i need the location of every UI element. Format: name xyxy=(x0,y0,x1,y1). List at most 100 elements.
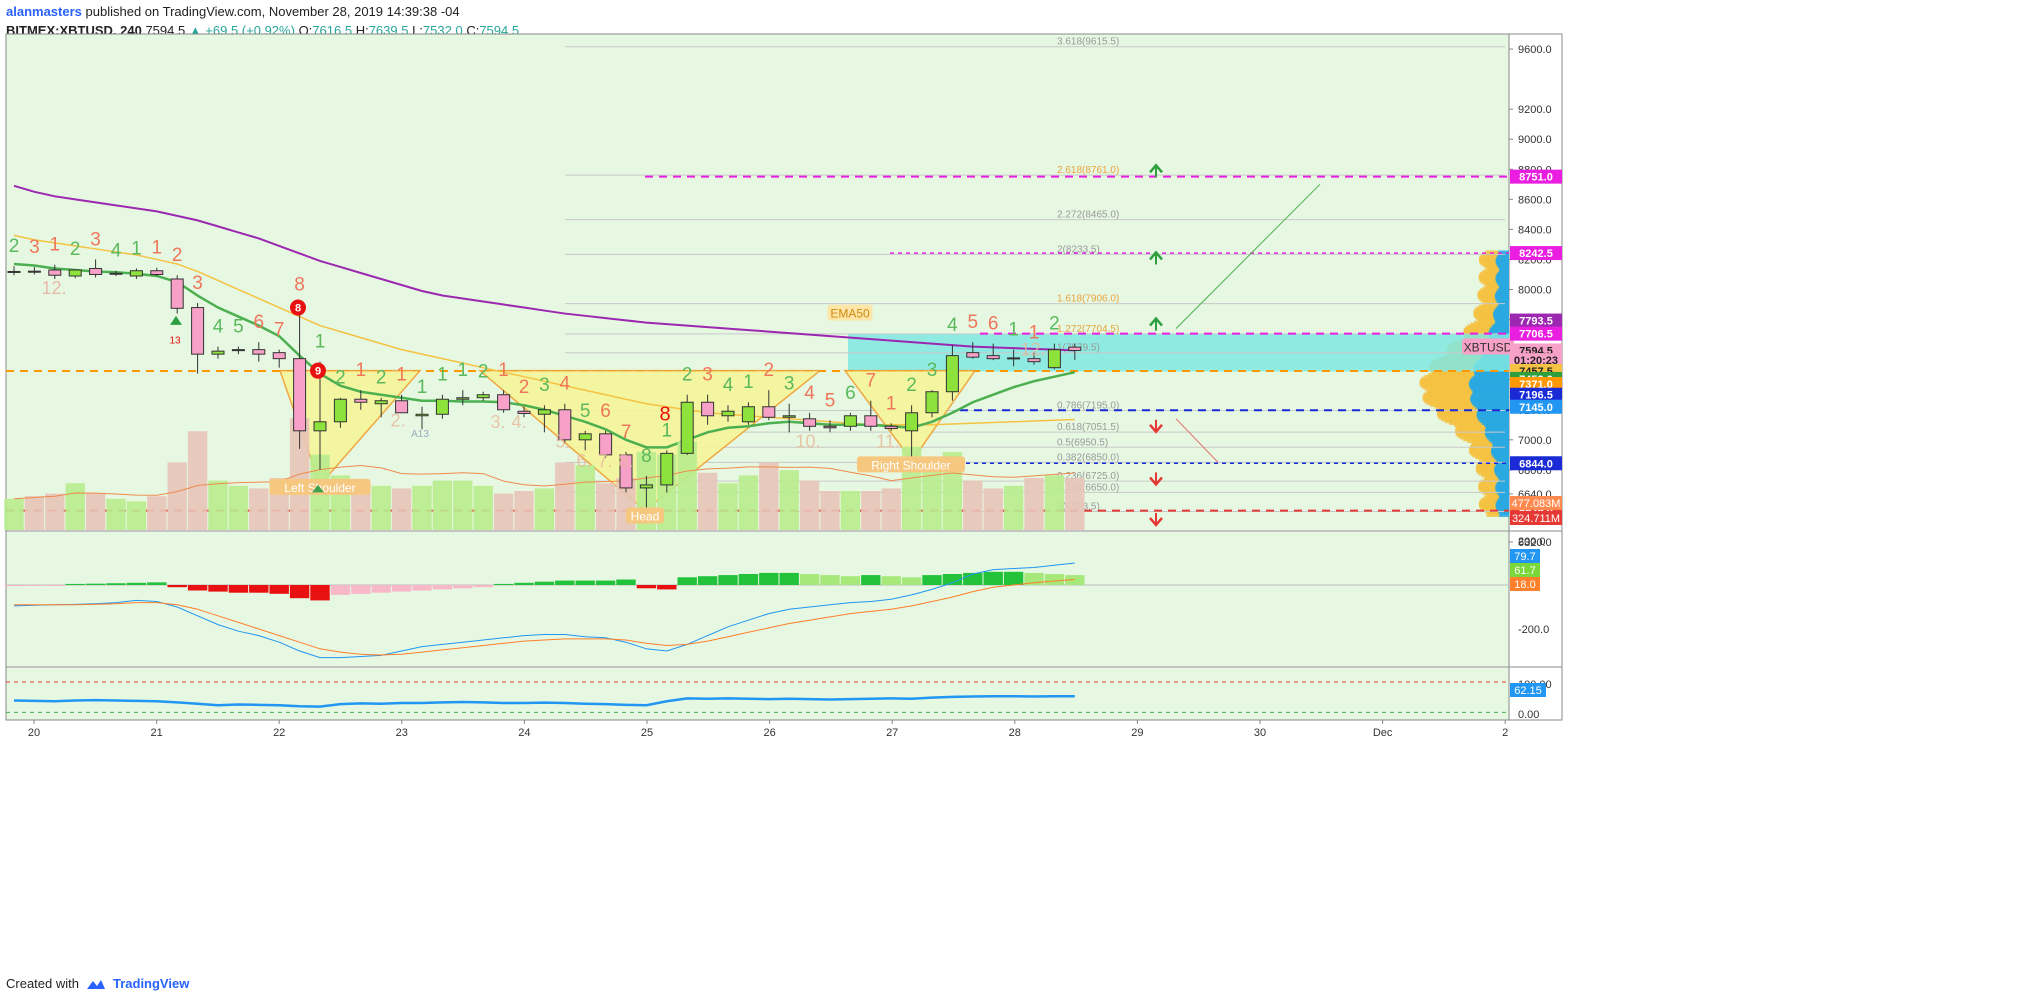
publisher-row: alanmasters published on TradingView.com… xyxy=(6,2,519,21)
candle-body xyxy=(191,307,205,355)
candle xyxy=(129,268,143,279)
td-count-label: 3 xyxy=(29,237,40,258)
volume-bar xyxy=(106,498,126,530)
macd-value-tag-text: 61.7 xyxy=(1514,565,1535,577)
time-tick-label: 22 xyxy=(273,727,285,739)
macd-value-tag-bg xyxy=(1510,563,1540,577)
candle xyxy=(109,270,123,276)
time-tick-label: 21 xyxy=(150,727,162,739)
candle-body xyxy=(905,412,919,432)
volume-bar xyxy=(922,457,942,530)
price-tick-label: 9000.0 xyxy=(1518,134,1552,146)
candle-body xyxy=(701,401,715,417)
candle-body xyxy=(170,278,184,309)
price-tag-bg xyxy=(1510,326,1562,341)
down-arrow-icon-head xyxy=(1149,423,1163,434)
td-count-label: 5 xyxy=(580,401,591,422)
candle xyxy=(578,430,592,451)
td-count-label: 2 xyxy=(335,368,346,389)
candle xyxy=(782,403,796,433)
price-tag-text: 7145.0 xyxy=(1519,402,1553,414)
volume-bar xyxy=(187,431,208,530)
td-count-faded: 5. xyxy=(555,431,570,451)
macd-histogram-bar xyxy=(187,585,208,591)
td-count-label: 3 xyxy=(90,229,101,250)
candle xyxy=(741,402,755,425)
volume-bar xyxy=(963,480,983,530)
td-count-faded: 7. xyxy=(597,451,612,471)
volume-bar xyxy=(820,491,840,530)
candle xyxy=(762,390,776,421)
down-arrow-icon xyxy=(1149,419,1163,434)
rsi-value-tag-bg xyxy=(1510,683,1546,697)
volume-bar xyxy=(1065,478,1085,530)
td-count-label: 6 xyxy=(600,401,611,422)
price-tag: 7706.5 xyxy=(1510,326,1562,341)
macd-histogram-bar xyxy=(391,585,412,592)
fib-level-label: 0.236(6725.0) xyxy=(1057,471,1119,482)
macd-signal-line xyxy=(14,579,1075,656)
rsi-value-tag-text: 62.15 xyxy=(1514,685,1542,697)
macd-histogram-bar xyxy=(45,585,65,586)
td-count-label: 6 xyxy=(988,314,999,335)
head-label-bg xyxy=(626,507,664,524)
candle-body xyxy=(68,269,82,277)
candle xyxy=(721,405,735,422)
td-count-label: 5 xyxy=(968,312,979,333)
candle-body xyxy=(7,270,21,273)
volume-bar xyxy=(453,480,473,530)
price-tick-label: 9200.0 xyxy=(1518,104,1552,116)
candle-body xyxy=(537,409,551,415)
td-count-label: 2 xyxy=(478,362,489,383)
macd-histogram-bar xyxy=(269,585,289,594)
candle xyxy=(27,266,41,275)
candle xyxy=(558,403,572,443)
candle-body xyxy=(741,406,755,423)
a13-label: A13 xyxy=(411,429,429,440)
td-count-label: 1 xyxy=(662,420,673,441)
volume-bar xyxy=(147,496,167,530)
candle-body xyxy=(252,349,266,355)
macd-histogram-bar xyxy=(106,583,126,585)
down-arrow-icon-head xyxy=(1149,476,1163,487)
macd-histogram-bar xyxy=(351,585,371,594)
td-count-label: 5 xyxy=(233,317,244,338)
candle xyxy=(701,394,715,425)
macd-histogram-bar xyxy=(799,574,820,585)
candle xyxy=(823,420,837,433)
volume-bar xyxy=(4,498,24,530)
tradingview-link[interactable]: TradingView xyxy=(112,976,190,991)
published-text: published on TradingView.com, November 2… xyxy=(85,4,460,19)
macd-histogram-bar xyxy=(555,580,575,585)
candle xyxy=(354,390,368,410)
candle xyxy=(252,342,266,362)
fib-level-label: 2.618(8761.0) xyxy=(1057,165,1119,176)
td-count-label: 1 xyxy=(152,238,163,259)
volume-bar xyxy=(167,462,187,530)
candle-body xyxy=(395,400,409,414)
time-tick-label: 23 xyxy=(396,727,408,739)
td-count-label: 1 xyxy=(131,238,142,259)
macd-histogram-bar xyxy=(820,575,840,585)
rsi-pane xyxy=(6,668,1509,720)
candle-body xyxy=(435,398,449,415)
up-arrow-icon xyxy=(1149,250,1163,265)
price-tag: 7196.5 xyxy=(1510,387,1562,402)
author-link[interactable]: alanmasters xyxy=(6,4,82,19)
candle xyxy=(1068,343,1082,360)
rsi-value-tag: 62.15 xyxy=(1510,683,1546,697)
macd-value-tag-bg xyxy=(1510,577,1540,591)
price-tag: 7793.5 xyxy=(1510,313,1562,328)
candle xyxy=(680,394,694,455)
volume-tag-text: 324.711M xyxy=(1512,513,1560,525)
price-tag-bg xyxy=(1510,313,1562,328)
td-count-faded: 3. xyxy=(490,412,505,432)
td-count-label: 8 xyxy=(294,275,305,296)
price-tag-bg xyxy=(1510,456,1562,471)
candle-body xyxy=(925,391,939,414)
td-count-label: 8 xyxy=(641,446,652,467)
candle-body xyxy=(966,352,980,358)
macd-histogram-bar xyxy=(249,585,269,593)
volume-bar xyxy=(514,491,534,530)
